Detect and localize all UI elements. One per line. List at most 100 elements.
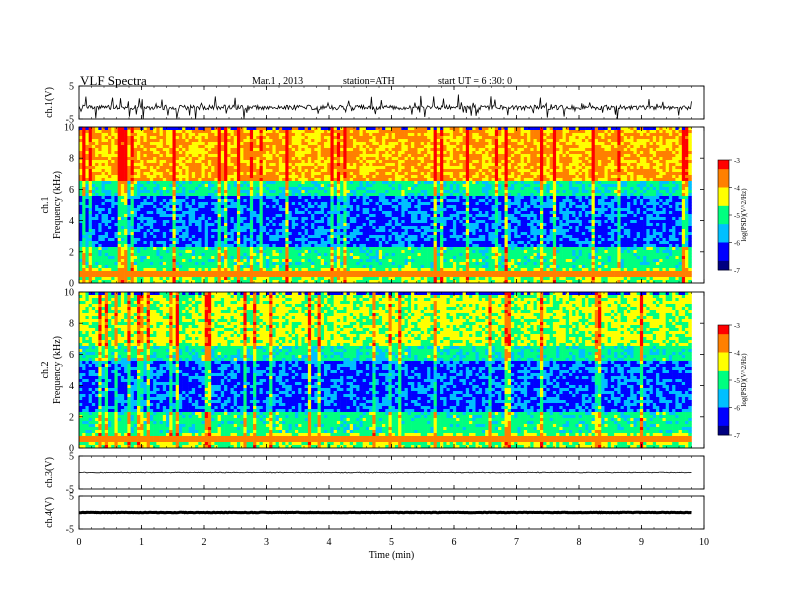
spectrogram-cell (318, 145, 322, 148)
spectrogram-cell (659, 163, 663, 166)
spectrogram-cell (453, 184, 457, 187)
spectrogram-cell (592, 196, 596, 199)
spectrogram-cell (185, 196, 189, 199)
spectrogram-cell (401, 148, 405, 151)
spectrogram-cell (108, 199, 112, 202)
spectrogram-cell (646, 145, 650, 148)
spectrogram-cell (669, 169, 673, 172)
spectrogram-cell (369, 166, 373, 169)
spectrogram-cell (237, 169, 241, 172)
spectrogram-cell (479, 160, 483, 163)
spectrogram-cell (240, 157, 244, 160)
spectrogram-cell (682, 172, 686, 175)
spectrogram-cell (508, 163, 512, 166)
spectrogram-cell (114, 181, 118, 184)
spectrogram-cell (102, 142, 106, 145)
spectrogram-cell (376, 139, 380, 142)
spectrogram-cell (227, 157, 231, 160)
spectrogram-cell (401, 157, 405, 160)
spectrogram-cell (372, 166, 376, 169)
spectrogram-cell (592, 178, 596, 181)
spectrogram-cell (321, 160, 325, 163)
spectrogram-cell (308, 127, 312, 130)
spectrogram-cell (666, 133, 670, 136)
spectrogram-cell (305, 199, 309, 202)
spectrogram-cell (450, 187, 454, 190)
spectrogram-cell (540, 130, 544, 133)
spectrogram-cell (350, 190, 354, 193)
spectrogram-cell (111, 166, 115, 169)
spectrogram-cell (511, 148, 515, 151)
spectrogram-cell (666, 184, 670, 187)
spectrogram-cell (330, 151, 334, 154)
spectrogram-cell (466, 190, 470, 193)
spectrogram-cell (182, 172, 186, 175)
spectrogram-cell (111, 133, 115, 136)
spectrogram-cell (250, 190, 254, 193)
spectrogram-cell (476, 187, 480, 190)
spectrogram-cell (79, 199, 83, 202)
spectrogram-cell (666, 136, 670, 139)
spectrogram-cell (140, 196, 144, 199)
spectrogram-cell (282, 130, 286, 133)
spectrogram-cell (434, 178, 438, 181)
spectrogram-cell (601, 178, 605, 181)
spectrogram-cell (575, 130, 579, 133)
spectrogram-cell (524, 139, 528, 142)
spectrogram-cell (243, 181, 247, 184)
spectrogram-cell (653, 196, 657, 199)
spectrogram-cell (430, 187, 434, 190)
spectrogram-cell (582, 163, 586, 166)
spectrogram-cell (617, 157, 621, 160)
spectrogram-cell (595, 127, 599, 130)
spectrogram-cell (195, 196, 199, 199)
spectrogram-cell (405, 175, 409, 178)
spectrogram-cell (601, 151, 605, 154)
spectrogram-cell (537, 172, 541, 175)
spectrogram-cell (630, 130, 634, 133)
spectrogram-cell (272, 199, 276, 202)
spectrogram-cell (650, 190, 654, 193)
spectrogram-cell (492, 199, 496, 202)
spectrogram-cell (166, 169, 170, 172)
spectrogram-cell (131, 151, 135, 154)
spectrogram-cell (682, 151, 686, 154)
spectrogram-cell (543, 196, 547, 199)
spectrogram-cell (653, 142, 657, 145)
spectrogram-cell (202, 172, 206, 175)
spectrogram-cell (534, 199, 538, 202)
spectrogram-cell (469, 172, 473, 175)
spectrogram-cell (630, 142, 634, 145)
spectrogram-cell (89, 130, 93, 133)
spectrogram-cell (243, 166, 247, 169)
spectrogram-cell (385, 163, 389, 166)
spectrogram-cell (453, 139, 457, 142)
spectrogram-cell (582, 169, 586, 172)
spectrogram-cell (343, 190, 347, 193)
spectrogram-cell (176, 139, 180, 142)
spectrogram-cell (150, 130, 154, 133)
spectrogram-cell (272, 139, 276, 142)
spectrogram-cell (537, 166, 541, 169)
spectrogram-cell (424, 169, 428, 172)
spectrogram-cell (659, 154, 663, 157)
spectrogram-cell (295, 127, 299, 130)
spectrogram-cell (121, 151, 125, 154)
spectrogram-cell (105, 184, 109, 187)
spectrogram-cell (314, 139, 318, 142)
spectrogram-cell (237, 154, 241, 157)
spectrogram-cell (466, 160, 470, 163)
spectrogram-cell (227, 190, 231, 193)
spectrogram-cell (414, 133, 418, 136)
spectrogram-cell (598, 145, 602, 148)
spectrogram-cell (308, 160, 312, 163)
spectrogram-cell (269, 190, 273, 193)
spectrogram-cell (579, 175, 583, 178)
spectrogram-cell (131, 163, 135, 166)
spectrogram-cell (447, 190, 451, 193)
spectrogram-cell (385, 190, 389, 193)
spectrogram-cell (111, 190, 115, 193)
spectrogram-cell (127, 187, 131, 190)
spectrogram-cell (546, 199, 550, 202)
spectrogram-cell (405, 184, 409, 187)
